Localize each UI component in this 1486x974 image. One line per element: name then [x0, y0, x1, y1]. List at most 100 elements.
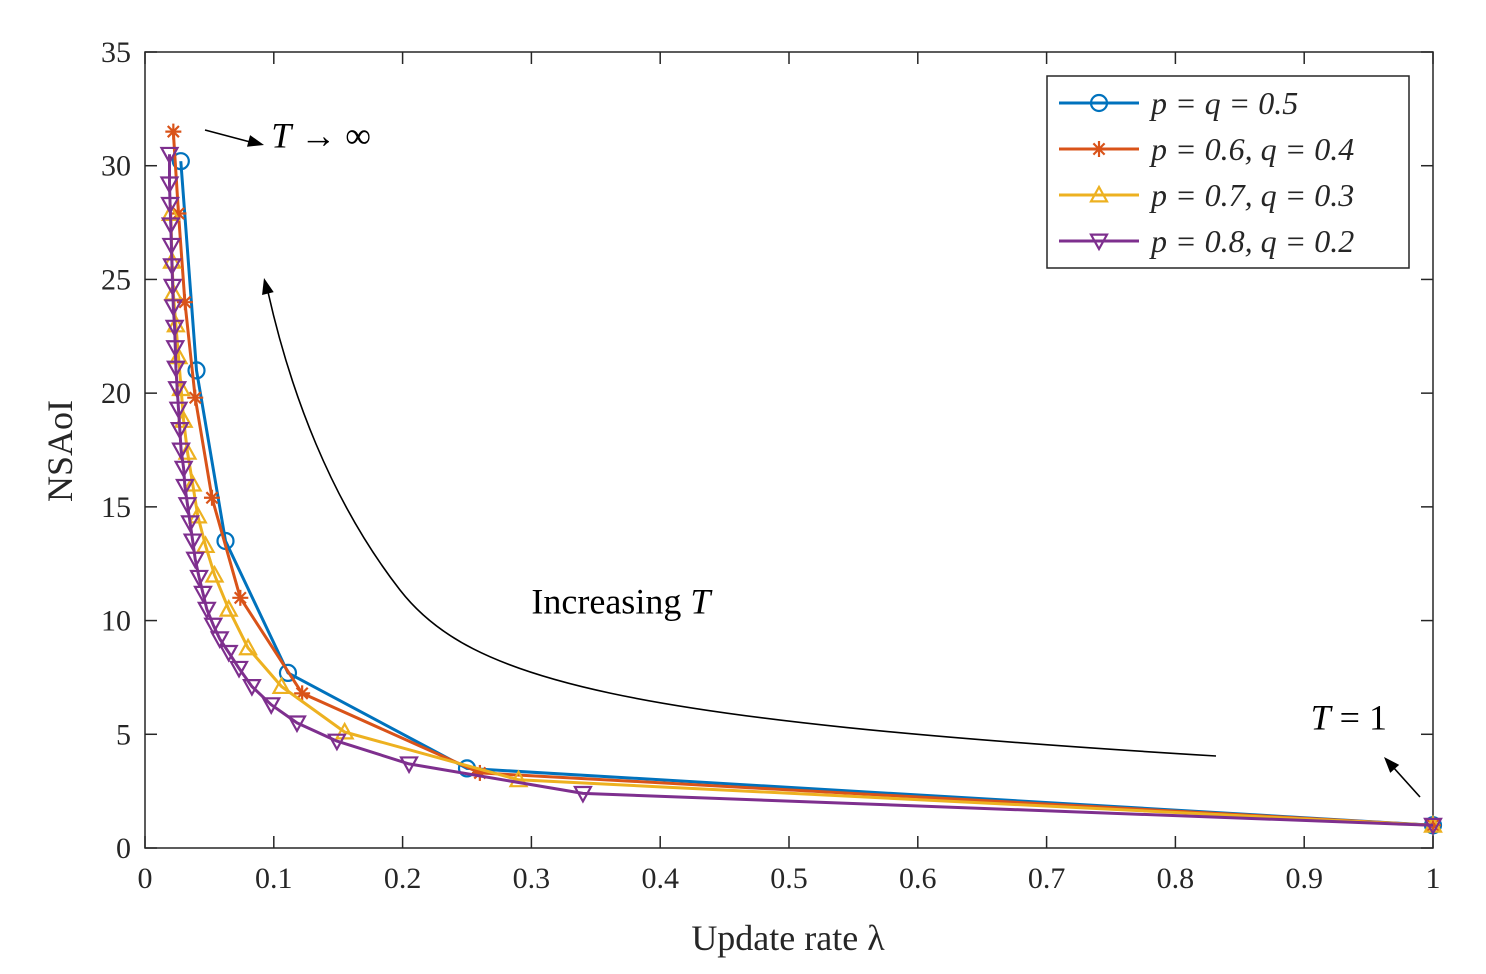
data-point — [508, 769, 529, 788]
data-point — [399, 756, 419, 775]
y-axis-label: NSAoI — [40, 400, 80, 502]
data-point — [161, 237, 182, 256]
arrow-increasing-t — [262, 278, 1217, 757]
x-tick-label: 0.5 — [770, 862, 808, 895]
data-point — [173, 460, 194, 479]
annotation-increasing: Increasing T — [531, 582, 713, 622]
series-line — [179, 161, 1434, 827]
legend-item: p = q = 0.5 — [1059, 85, 1298, 121]
data-point — [185, 551, 206, 570]
data-point — [160, 196, 180, 215]
data-point — [160, 217, 181, 236]
data-point — [176, 294, 193, 311]
arrow-head — [262, 278, 274, 295]
x-tick-label: 0.9 — [1285, 862, 1323, 895]
data-point — [159, 176, 180, 195]
legend-label: p = 0.8, q = 0.2 — [1149, 223, 1354, 259]
data-point — [164, 319, 185, 338]
data-point — [171, 442, 191, 461]
x-tick-label: 1 — [1426, 862, 1441, 895]
y-tick-label: 30 — [101, 150, 131, 183]
data-point — [193, 585, 213, 604]
data-point — [287, 715, 307, 734]
y-axis: 0 5 10 15 20 25 30 35 — [101, 36, 1433, 865]
x-tick-label: 0.1 — [255, 862, 293, 895]
data-point — [204, 564, 225, 583]
data-point — [182, 473, 203, 492]
data-point — [165, 340, 186, 358]
data-point — [238, 637, 258, 656]
data-point — [1089, 184, 1109, 203]
data-point — [327, 733, 347, 752]
x-tick-label: 0.6 — [899, 862, 937, 895]
arrow-head — [246, 135, 264, 147]
data-point — [162, 258, 182, 277]
data-point — [1089, 233, 1109, 252]
x-axis: 0 0.1 0.2 0.3 0.4 0.5 0.6 0.7 0.8 0.9 1 — [138, 52, 1441, 895]
annotation-t-one: T = 1 — [1311, 698, 1387, 738]
data-point — [261, 697, 282, 715]
data-point — [175, 478, 195, 497]
data-point — [162, 278, 183, 297]
x-tick-label: 0.7 — [1028, 862, 1066, 895]
legend: p = q = 0.5 p = 0.6, q = 0.4 p = 0.7, q = … — [1046, 75, 1410, 269]
annotation-t-inf: T → ∞ — [271, 116, 371, 156]
data-point — [196, 601, 217, 620]
x-tick-label: 0.8 — [1157, 862, 1195, 895]
data-point — [209, 631, 230, 650]
data-point — [177, 497, 198, 515]
data-point — [159, 146, 180, 165]
y-tick-label: 5 — [116, 718, 131, 751]
x-tick-label: 0 — [138, 862, 153, 895]
data-point — [271, 676, 292, 695]
arrow-head — [1384, 757, 1400, 773]
series-2 — [165, 123, 1441, 834]
data-point — [163, 299, 184, 317]
legend-label: p = q = 0.5 — [1149, 85, 1298, 121]
data-point — [187, 505, 208, 524]
legend-item: p = 0.6, q = 0.4 — [1059, 131, 1354, 167]
data-point — [242, 679, 262, 697]
legend-label: p = 0.6, q = 0.4 — [1149, 131, 1354, 167]
data-point — [573, 785, 593, 804]
data-point — [1089, 93, 1109, 113]
data-point — [187, 361, 206, 380]
y-tick-label: 15 — [101, 491, 131, 524]
x-tick-label: 0.2 — [384, 862, 422, 895]
data-point — [195, 535, 216, 554]
data-point — [167, 381, 188, 399]
data-point — [180, 515, 200, 534]
data-point — [189, 569, 209, 588]
series-layer — [159, 123, 1443, 836]
data-point — [168, 401, 189, 420]
annotations: T → ∞ Increasing T T = 1 — [204, 116, 1421, 798]
data-point — [1091, 141, 1107, 157]
y-tick-label: 20 — [101, 377, 131, 410]
data-point — [278, 663, 298, 682]
x-tick-label: 0.4 — [641, 862, 679, 895]
data-point — [166, 360, 186, 379]
data-point — [1423, 817, 1443, 836]
y-tick-label: 0 — [116, 832, 131, 865]
y-tick-label: 35 — [101, 36, 131, 69]
data-point — [229, 660, 249, 679]
data-point — [171, 152, 190, 171]
data-point — [218, 644, 239, 663]
data-point — [182, 533, 203, 552]
legend-item: p = 0.7, q = 0.3 — [1059, 177, 1354, 213]
legend-label: p = 0.7, q = 0.3 — [1149, 177, 1354, 213]
data-point — [169, 422, 190, 440]
y-tick-label: 25 — [101, 263, 131, 296]
series-4 — [159, 146, 1443, 836]
x-tick-label: 0.3 — [513, 862, 551, 895]
data-point — [203, 489, 220, 506]
series-line — [169, 213, 1434, 827]
x-axis-label: Update rate λ — [691, 918, 885, 958]
arrow-t-one — [1384, 757, 1421, 798]
data-point — [334, 721, 355, 740]
data-point — [165, 123, 182, 140]
y-tick-label: 10 — [101, 605, 131, 638]
series-3 — [160, 203, 1443, 833]
arrow-t-inf — [204, 129, 264, 147]
